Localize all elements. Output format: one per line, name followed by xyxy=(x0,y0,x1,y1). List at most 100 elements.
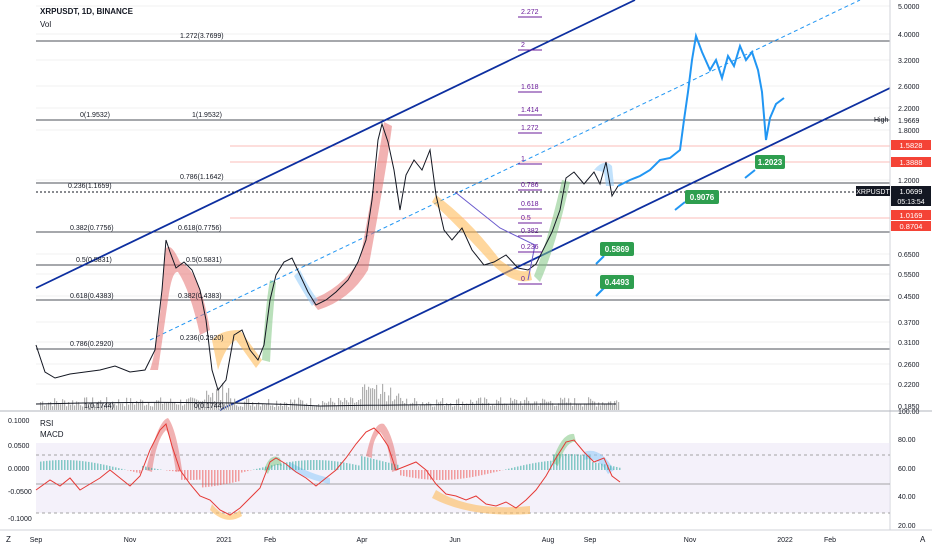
macd-bar xyxy=(205,470,207,488)
macd-bar xyxy=(427,470,429,480)
macd-bar xyxy=(418,470,420,479)
volume-bar xyxy=(614,401,616,410)
volume-bar xyxy=(60,404,62,410)
volume-bar xyxy=(130,398,132,410)
macd-bar xyxy=(406,470,408,477)
callout-4[interactable]: 0.4493 xyxy=(595,275,634,297)
channel-upper-line[interactable] xyxy=(35,0,636,289)
price-tag-text: 1.0169 xyxy=(900,211,923,220)
macd-bar xyxy=(43,461,45,470)
volume-bar xyxy=(538,405,540,410)
macd-bar xyxy=(226,470,228,484)
callout-1[interactable]: 1.2023 xyxy=(744,155,785,179)
volume-bar xyxy=(572,406,574,410)
volume-bar xyxy=(532,403,534,410)
volume-bar xyxy=(270,405,272,410)
price-projection[interactable] xyxy=(617,32,785,187)
macd-bar xyxy=(412,470,414,478)
volume-bar xyxy=(184,404,186,410)
price-tick-label: 3.2000 xyxy=(898,58,920,65)
volume-bar xyxy=(600,405,602,410)
volume-bar xyxy=(250,405,252,410)
last-price-tag[interactable]: XRPUSDT 1.0699 05:13:54 xyxy=(856,186,931,206)
price-candles[interactable] xyxy=(35,122,619,392)
last-price-value: 1.0699 xyxy=(900,187,923,196)
volume-bar xyxy=(406,398,408,410)
macd-bar xyxy=(259,468,261,470)
macd-bar xyxy=(475,470,477,477)
macd-bar xyxy=(79,460,81,470)
macd-bar xyxy=(64,460,66,470)
macd-bar xyxy=(103,464,105,470)
corner-right[interactable]: A xyxy=(920,535,926,544)
macd-bar xyxy=(121,468,123,470)
volume-bar xyxy=(164,402,166,410)
macd-bar xyxy=(457,470,459,480)
volume-bar xyxy=(122,403,124,410)
volume-bar xyxy=(370,388,372,410)
volume-bar xyxy=(496,399,498,410)
time-tick-label: Jun xyxy=(449,537,460,544)
volume-bar xyxy=(490,406,492,410)
channel-lower-line[interactable] xyxy=(219,87,891,411)
volume-bar xyxy=(566,402,568,410)
volume-bar xyxy=(126,397,128,410)
volume-bar xyxy=(148,402,150,410)
volume-bar xyxy=(242,406,244,410)
volume-bar xyxy=(346,400,348,410)
volume-bar xyxy=(462,401,464,410)
macd-bar xyxy=(280,463,282,470)
volume-bar xyxy=(468,404,470,410)
price-tick-label: 0.6500 xyxy=(898,252,920,259)
volume-bar xyxy=(264,404,266,410)
macd-bar xyxy=(313,460,315,470)
macd-bar xyxy=(286,462,288,470)
volume-bar xyxy=(252,402,254,410)
volume-bar xyxy=(402,401,404,410)
main-pane[interactable] xyxy=(36,0,890,410)
fib-ext-label: 0.236 xyxy=(521,244,539,251)
volume-bar xyxy=(88,405,90,410)
volume-bar xyxy=(612,404,614,410)
macd-bar xyxy=(517,466,519,470)
macd-bar xyxy=(55,460,57,470)
price-tick-label: 1.8000 xyxy=(898,128,920,135)
macd-bar xyxy=(130,470,132,472)
callout-value: 0.9076 xyxy=(690,193,715,202)
fib-left-label: 0(1.9532) xyxy=(80,112,110,119)
macd-bar xyxy=(466,470,468,478)
rsi-tick-label: 40.00 xyxy=(898,494,916,501)
macd-bar xyxy=(211,470,213,487)
volume-bar xyxy=(210,397,212,410)
macd-bar xyxy=(367,457,369,470)
macd-bar xyxy=(184,470,186,480)
macd-bar xyxy=(109,465,111,470)
volume-bar xyxy=(40,402,42,410)
price-tick-label: 0.4500 xyxy=(898,294,920,301)
volume-bar xyxy=(230,398,232,410)
macd-bar xyxy=(349,463,351,470)
high-label: High xyxy=(874,117,889,124)
macd-bar xyxy=(550,460,552,470)
macd-bar xyxy=(532,463,534,470)
callout-3[interactable]: 0.5869 xyxy=(595,242,634,265)
callout-2[interactable]: 0.9076 xyxy=(674,190,719,211)
corner-left[interactable]: Z xyxy=(6,535,11,544)
volume-bar xyxy=(520,401,522,410)
volume-bar xyxy=(142,400,144,410)
price-tag-box xyxy=(891,157,931,167)
macd-bar xyxy=(307,460,309,470)
volume-bar xyxy=(298,397,300,410)
macd-bar xyxy=(400,470,402,476)
volume-bar xyxy=(336,405,338,410)
volume-bar xyxy=(48,402,50,410)
rsi-line[interactable] xyxy=(35,423,621,516)
rsi-tick-label: 100.00 xyxy=(898,409,920,416)
volume-bar xyxy=(254,406,256,410)
macd-bar xyxy=(526,464,528,470)
volume-bar xyxy=(64,400,66,410)
volume-bar xyxy=(454,405,456,410)
volume-bar xyxy=(440,401,442,410)
